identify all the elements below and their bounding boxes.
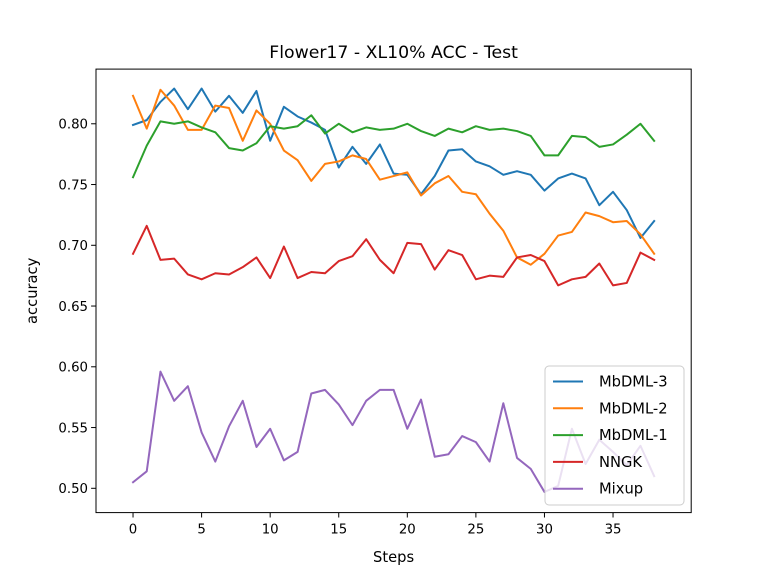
x-tick-label: 15 [330,523,347,538]
x-axis: 0 5 10 15 20 25 30 35 [129,512,622,538]
x-tick-label: 30 [536,523,553,538]
y-axis: 0.50 0.55 0.60 0.65 0.70 0.75 0.80 [58,118,96,497]
x-tick-label: 25 [467,523,484,538]
legend-box [544,365,685,506]
chart-title: Flower17 - XL10% ACC - Test [269,43,518,63]
legend-label: NNGK [599,454,642,471]
legend: MbDML-3 MbDML-2 MbDML-1 NNGK Mixup [544,365,685,506]
y-tick-label: 0.70 [58,239,88,254]
series-line-mbdml-1 [131,114,656,179]
series-line-mbdml-2 [131,88,656,266]
y-tick-label: 0.55 [58,421,88,436]
x-tick-label: 5 [197,523,205,538]
y-tick-label: 0.50 [58,482,88,497]
x-tick-label: 10 [262,523,279,538]
y-axis-label: accuracy [24,257,41,324]
legend-label: Mixup [599,481,643,498]
plot-frame [95,68,692,514]
y-tick-label: 0.65 [58,300,88,315]
x-tick-label: 20 [399,523,416,538]
y-tick-label: 0.80 [58,118,88,133]
legend-label: MbDML-1 [599,427,668,444]
legend-label: MbDML-2 [599,400,668,417]
y-tick-label: 0.75 [58,178,88,193]
x-axis-label: Steps [373,549,414,566]
series-line-nngk [131,224,656,287]
y-tick-label: 0.60 [58,361,88,376]
x-tick-label: 35 [605,523,622,538]
legend-label: MbDML-3 [599,374,668,391]
x-tick-label: 0 [129,523,137,538]
